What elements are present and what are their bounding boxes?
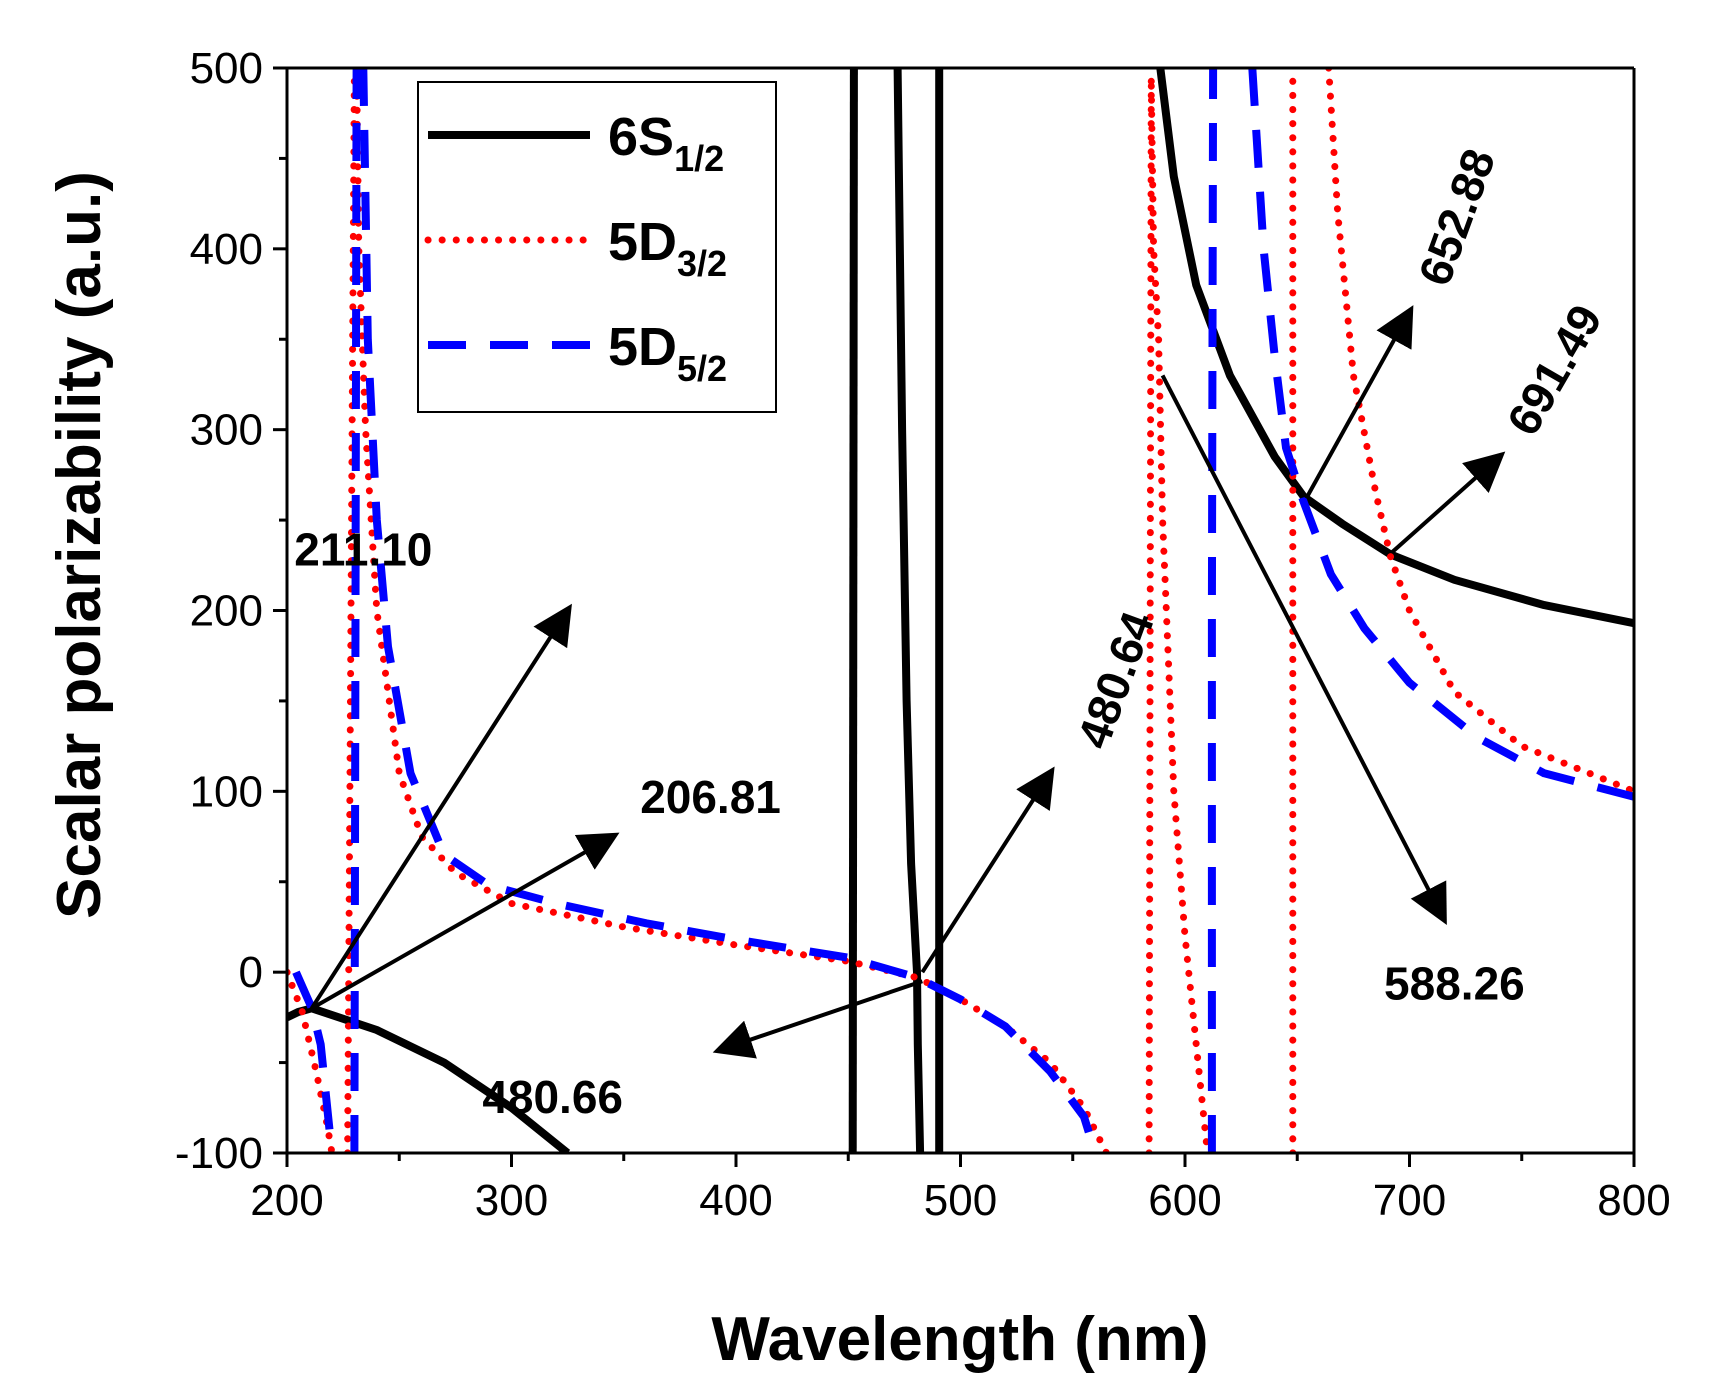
legend-label-1: 5D3/2 (608, 212, 727, 284)
series-0-line-4 (1156, 68, 1634, 628)
series-0-line-0 (287, 1004, 571, 1153)
series-2-line-2 (359, 68, 1100, 1153)
annotation-arrow-1 (310, 832, 620, 1011)
annotation-label-3: 480.66 (482, 1071, 623, 1123)
annotation-label-6: 691.49 (1497, 296, 1612, 444)
series-1-line-1 (344, 68, 358, 1153)
series-1-line-2 (353, 68, 1110, 1153)
x-tick-label: 800 (1597, 1176, 1670, 1225)
annotation-label-5: 652.88 (1408, 142, 1505, 292)
legend-label-0: 6S1/2 (608, 107, 724, 179)
series-2-line-3 (1207, 68, 1218, 1153)
series-1-line-4 (1147, 82, 1211, 1153)
legend-label-2: 5D5/2 (608, 317, 727, 389)
annotation-arrow-3 (712, 979, 923, 1059)
x-axis-title: Wavelength (nm) (711, 1305, 1208, 1374)
series-0-line-2 (893, 68, 925, 1153)
annotation-label-0: 211.10 (294, 523, 432, 575)
series-1-line-0 (287, 968, 336, 1153)
y-tick-label: -100 (175, 1129, 263, 1178)
series-0-line-1 (848, 68, 858, 1153)
annotation-arrow-0 (310, 603, 572, 1010)
annotation-arrow-6 (1390, 451, 1506, 555)
series-2-line-4 (1248, 68, 1634, 801)
x-tick-label: 500 (924, 1176, 997, 1225)
y-tick-label: 100 (190, 767, 263, 816)
series-2-line-0 (292, 970, 336, 1153)
y-axis-title: Scalar polarizability (a.u.) (45, 171, 114, 919)
series-2-line-1 (350, 68, 361, 1153)
annotation-label-4: 588.26 (1384, 957, 1525, 1009)
x-tick-label: 400 (699, 1176, 772, 1225)
x-tick-label: 700 (1373, 1176, 1446, 1225)
series-1-line-3 (1145, 68, 1155, 1153)
y-tick-label: 200 (190, 587, 263, 636)
annotation-label-1: 206.81 (640, 771, 781, 823)
annotation-arrow-2 (920, 766, 1055, 974)
x-tick-label: 200 (250, 1176, 323, 1225)
series-1-line-6 (1325, 68, 1634, 795)
y-tick-label: 500 (190, 44, 263, 93)
annotation-arrow-4 (1160, 374, 1447, 926)
x-tick-label: 600 (1148, 1176, 1221, 1225)
y-tick-label: 300 (190, 406, 263, 455)
y-tick-label: 400 (190, 225, 263, 274)
series-layer (287, 68, 1634, 1153)
annotation-arrow-5 (1304, 305, 1414, 500)
legend: 6S1/2 5D3/2 5D5/2 (417, 81, 777, 413)
axes: 200 300 400 500 600 700 800 -100 0 100 200 300 400 50… (175, 44, 1671, 1225)
y-tick-label: 0 (239, 948, 263, 997)
x-tick-label: 300 (475, 1176, 548, 1225)
